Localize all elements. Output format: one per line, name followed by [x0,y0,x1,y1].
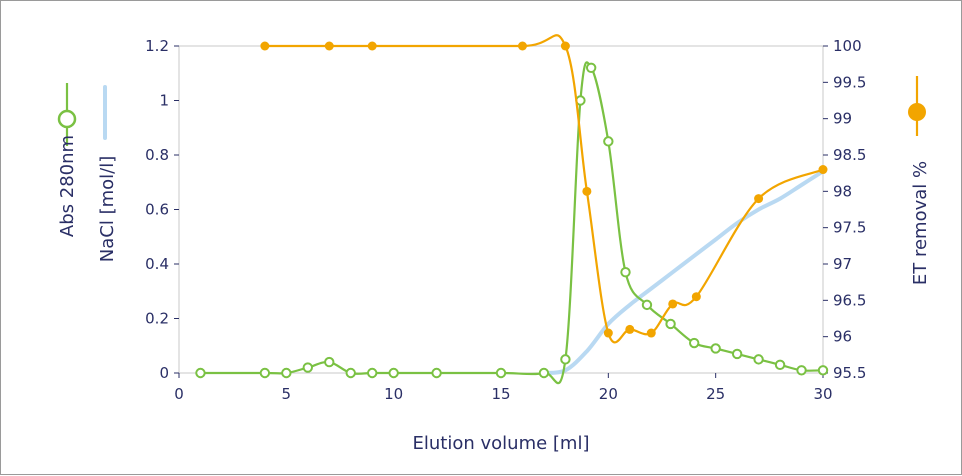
y-left-tick-label: 0.2 [145,310,169,328]
y-left-tick-label: 0.6 [145,201,169,219]
data-point-abs [603,136,614,147]
data-point-abs [431,367,442,379]
data-point-abs [367,367,378,379]
data-point-et [625,324,635,334]
data-point-abs [753,354,764,365]
data-point-abs [796,365,807,376]
data-point-abs [585,62,597,74]
data-point-abs [388,367,399,379]
x-tick-label: 15 [491,385,510,403]
y-right-tick-label: 97.5 [833,219,866,237]
y-right-tick-label: 96.5 [833,291,866,309]
y-right-tick-label: 96 [833,328,852,346]
data-point-abs [259,367,271,379]
data-point-abs [731,348,743,360]
data-point-et [324,41,334,51]
series-line-abs [199,61,825,385]
axes: 0 5 10 15 20 25 30 0 0.2 0.4 0.6 0.8 1 1.2 95.5 96 96.5 9… [145,37,866,403]
y-left-tick-label: 0.8 [145,146,169,164]
legend-marker-et [908,103,926,121]
series-group [195,34,829,385]
data-point-et [260,41,270,51]
y-left-tick-label: 0.4 [145,255,169,273]
data-point-et [691,292,701,302]
data-point-et [367,41,377,51]
data-point-et [646,328,656,338]
y-right-tick-label: 98 [833,182,852,200]
data-point-et [517,41,527,51]
data-point-abs [302,362,313,373]
x-tick-label: 10 [384,385,403,403]
data-point-abs [324,356,335,368]
x-tick-label: 5 [282,385,292,403]
y-right-tick-label: 99.5 [833,73,866,91]
data-point-et [754,194,764,204]
y-right-tick-label: 95.5 [833,364,866,382]
y-left-tick-label: 0 [159,364,169,382]
data-point-abs [817,365,829,376]
data-point-et [560,41,570,51]
data-point-et [818,165,828,175]
series-line-et [263,34,825,344]
x-tick-label: 0 [174,385,184,403]
data-point-abs [495,367,507,379]
y-axis-title-et: ET removal % [910,161,931,285]
y-axis-title-abs: Abs 280nm [57,135,78,237]
data-point-abs [689,337,700,349]
data-point-abs [665,318,676,330]
legend-marker-abs [57,109,77,129]
data-point-abs [774,359,786,371]
data-point-et [668,299,678,309]
data-point-et [582,186,592,196]
y-left-tick-label: 1.2 [145,37,169,55]
y-left-tick-label: 1 [159,92,169,110]
y-right-tick-label: 97 [833,255,852,273]
data-point-abs [345,367,356,379]
data-point-abs [538,367,550,379]
axis-legends [57,76,926,146]
series-line-nacl [541,169,825,375]
x-axis-title: Elution volume [ml] [413,433,590,454]
x-tick-label: 25 [706,385,725,403]
data-point-abs [620,266,631,278]
data-point-abs [195,367,206,379]
y-right-tick-label: 98.5 [833,146,866,164]
data-point-abs [710,343,721,354]
data-point-abs [560,354,571,365]
x-tick-label: 20 [599,385,618,403]
data-point-abs [281,367,292,379]
data-point-et [603,328,613,338]
data-point-abs [641,299,653,311]
y-right-tick-label: 99 [833,110,852,128]
plot-border [178,45,824,374]
x-tick-label: 30 [813,385,832,403]
y-right-tick-label: 100 [833,37,862,55]
y-axis-title-nacl: NaCl [mol/l] [97,156,118,262]
